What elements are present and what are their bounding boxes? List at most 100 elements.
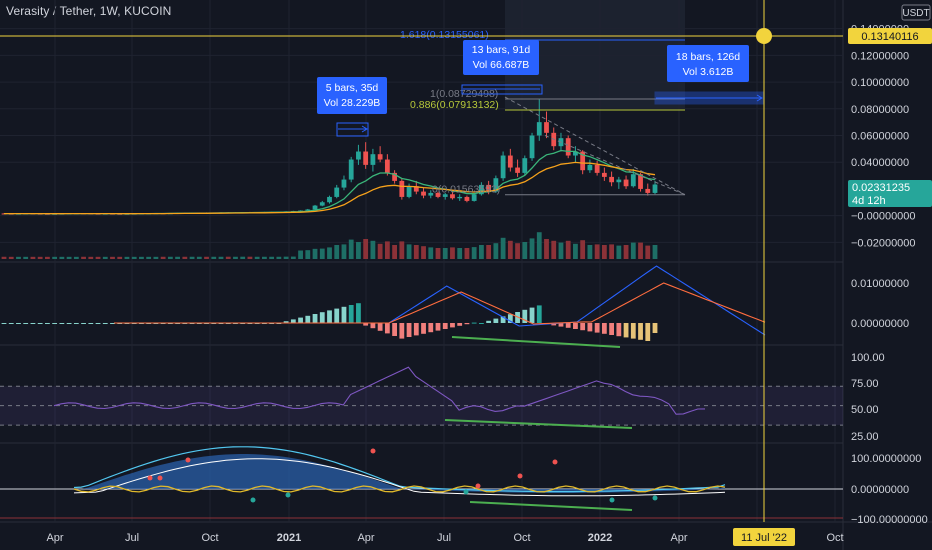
trendline bbox=[504, 96, 686, 196]
measure-box-1[interactable]: 5 bars, 35d Vol 28.229B bbox=[317, 77, 387, 137]
osc-signal-dot bbox=[147, 475, 153, 481]
macd-histogram-bar bbox=[363, 323, 369, 326]
volume-bar bbox=[254, 256, 260, 259]
volume-bar bbox=[609, 244, 614, 259]
macd-histogram-bar bbox=[601, 323, 607, 334]
time-tick: Oct bbox=[201, 532, 218, 544]
candle-body bbox=[305, 209, 311, 211]
macd-histogram-bar bbox=[334, 308, 340, 323]
fib-layer: 1.618(0.13155061)1(0.08729498)0.886(0.07… bbox=[400, 29, 686, 196]
volume-bar bbox=[471, 247, 477, 259]
macd-histogram-bar bbox=[479, 323, 484, 324]
volume-bar bbox=[341, 244, 347, 259]
osc-signal-dot bbox=[652, 495, 658, 501]
macd-tick: 0.01000000 bbox=[851, 278, 909, 290]
volume-bar bbox=[146, 256, 152, 259]
volume-bar bbox=[175, 256, 180, 259]
crosshair-price-text: 0.13140116 bbox=[861, 31, 918, 43]
candle-body bbox=[356, 151, 361, 160]
volume-bar bbox=[66, 256, 72, 259]
price-tick: 0.12000000 bbox=[851, 50, 909, 62]
volume-bar bbox=[305, 250, 311, 259]
candle-body bbox=[370, 154, 376, 165]
volume-bar bbox=[493, 243, 499, 259]
price-tick: 0.04000000 bbox=[851, 157, 909, 169]
rsi-line bbox=[53, 366, 706, 415]
macd-histogram-bar bbox=[305, 315, 311, 323]
candle-body bbox=[500, 155, 506, 179]
measure-box-3[interactable]: 18 bars, 126d Vol 3.612B bbox=[654, 45, 764, 105]
macd-histogram-bar bbox=[522, 309, 528, 323]
indicator-axes: 0.01000000 0.00000000 100.00 75.00 50.00 25.0… bbox=[851, 278, 928, 526]
macd-histogram-bar bbox=[493, 318, 499, 323]
volume-bar bbox=[16, 256, 21, 259]
candle-body bbox=[616, 179, 622, 183]
candle-body bbox=[623, 179, 629, 187]
osc-signal-dot bbox=[475, 483, 481, 489]
macd-histogram-bar bbox=[616, 323, 622, 337]
macd-histogram-bar bbox=[573, 323, 578, 329]
macd-histogram-bar bbox=[558, 323, 564, 327]
candle-body bbox=[341, 179, 347, 188]
macd-histogram-bar bbox=[406, 323, 412, 337]
candle-body bbox=[486, 184, 492, 192]
volume-bar bbox=[500, 237, 506, 259]
macd-histogram-bar bbox=[464, 323, 470, 325]
osc-signal-dot bbox=[285, 492, 291, 498]
volume-bar bbox=[450, 247, 455, 259]
crosshair-price-tag: 0.13140116 bbox=[848, 28, 932, 44]
last-price-tag: 0.02331235 4d 12h bbox=[848, 180, 932, 207]
macd-histogram-bar bbox=[645, 323, 651, 341]
macd-tick: 0.00000000 bbox=[851, 318, 909, 330]
macd-histogram-bar bbox=[102, 323, 108, 324]
macd-histogram-bar bbox=[341, 306, 347, 323]
volume-bar bbox=[139, 256, 144, 259]
volume-bar bbox=[565, 240, 571, 259]
currency-badge: USDT bbox=[901, 4, 931, 21]
volume-bar bbox=[515, 243, 520, 259]
time-axis[interactable]: AprJulOct2021AprJulOct2022AprJulOct bbox=[46, 532, 843, 544]
volume-bar bbox=[319, 248, 325, 259]
volume-bar bbox=[536, 232, 542, 259]
time-tick: Jul bbox=[125, 532, 139, 544]
macd-histogram-bar bbox=[435, 323, 441, 331]
macd-histogram-bar bbox=[529, 307, 535, 323]
candle-body bbox=[399, 180, 405, 197]
volume-bar bbox=[117, 256, 123, 259]
candle-body bbox=[580, 151, 586, 171]
crosshair-date-tag: 11 Jul '22 bbox=[733, 528, 795, 546]
macd-histogram-bar bbox=[1, 323, 7, 324]
price-axis[interactable]: 0.140000000.120000000.100000000.08000000… bbox=[851, 24, 916, 250]
macd-histogram-bar bbox=[450, 323, 455, 328]
macd-histogram-bar bbox=[536, 305, 542, 323]
volume-bar bbox=[45, 256, 50, 259]
macd-histogram-bar bbox=[392, 323, 397, 336]
candle-body bbox=[652, 184, 658, 193]
time-tick: Apr bbox=[670, 532, 687, 544]
candle-body bbox=[435, 192, 441, 197]
price-tick: 0.08000000 bbox=[851, 104, 909, 116]
macd-histogram-bar bbox=[348, 305, 354, 323]
volume-bar bbox=[406, 244, 412, 259]
volume-bar bbox=[73, 256, 79, 259]
volume-bar bbox=[131, 256, 137, 259]
crosshair-date-text: 11 Jul '22 bbox=[741, 532, 787, 544]
volume-bar bbox=[587, 245, 593, 259]
macd-histogram-bar bbox=[16, 323, 21, 324]
volume-bar bbox=[269, 256, 275, 259]
macd-histogram-bar bbox=[312, 314, 318, 323]
macd-histogram-bar bbox=[319, 312, 325, 323]
candle-body bbox=[493, 178, 499, 192]
volume-bar bbox=[262, 256, 267, 259]
fib-0886-label: 0.886(0.07913132) bbox=[410, 99, 499, 111]
time-tick: 2021 bbox=[277, 532, 301, 544]
volume-bar bbox=[81, 256, 86, 259]
macd-histogram-bar bbox=[507, 314, 513, 323]
macd-histogram-bar bbox=[290, 319, 296, 323]
signal-line bbox=[114, 282, 766, 325]
measure-box-2[interactable]: 13 bars, 91d Vol 66.687B bbox=[461, 40, 543, 95]
price-tick: −0.02000000 bbox=[851, 237, 916, 249]
macd-histogram-bar bbox=[110, 323, 115, 324]
macd-histogram-bar bbox=[377, 323, 383, 331]
